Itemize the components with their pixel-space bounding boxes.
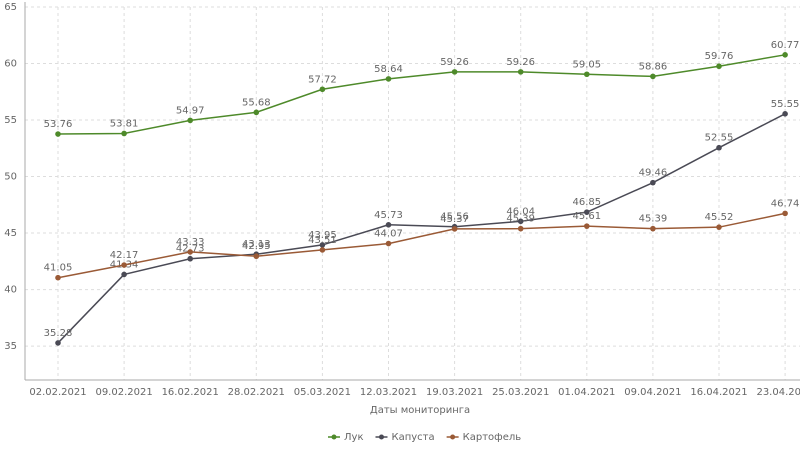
y-tick-label: 50	[4, 172, 17, 183]
data-label: 53.81	[110, 118, 139, 129]
data-label: 46.74	[771, 198, 800, 209]
data-label: 43.13	[242, 239, 271, 250]
x-tick-label: 16.02.2021	[162, 387, 219, 398]
data-point	[187, 255, 193, 262]
data-point	[650, 179, 656, 186]
data-label: 54.97	[176, 105, 205, 116]
series-line	[57, 113, 786, 344]
legend-marker	[331, 434, 337, 440]
data-point	[782, 111, 788, 117]
data-label: 49.46	[639, 168, 668, 179]
data-point	[121, 271, 127, 278]
data-point	[517, 218, 524, 225]
x-tick-label: 23.04.2021	[756, 387, 800, 398]
data-label: 42.17	[110, 250, 139, 261]
y-tick-label: 35	[4, 341, 17, 352]
data-point	[517, 69, 524, 75]
data-point	[650, 225, 656, 232]
data-label: 46.85	[572, 197, 601, 208]
x-tick-label: 28.02.2021	[228, 387, 285, 398]
data-label: 43.33	[176, 237, 205, 248]
data-label: 59.26	[440, 57, 469, 68]
data-point	[319, 242, 326, 248]
data-label: 43.51	[308, 235, 337, 246]
data-point	[650, 73, 656, 80]
y-tick-label: 40	[4, 285, 17, 296]
data-point	[55, 274, 61, 281]
x-tick-label: 16.04.2021	[690, 387, 747, 398]
x-tick-label: 02.02.2021	[29, 387, 86, 398]
legend-marker	[378, 434, 384, 440]
x-axis-label: Даты мониторинга	[370, 405, 470, 416]
data-point	[187, 117, 193, 124]
data-point	[782, 52, 788, 58]
data-point	[385, 76, 392, 82]
data-point	[782, 210, 788, 217]
data-point	[716, 144, 722, 151]
y-tick-label: 45	[4, 228, 17, 239]
data-label: 55.55	[771, 99, 800, 110]
data-label: 45.56	[440, 212, 469, 223]
series-line	[57, 212, 786, 279]
x-tick-label: 05.03.2021	[294, 387, 351, 398]
data-label: 45.39	[639, 214, 668, 225]
data-label: 58.86	[639, 61, 668, 72]
data-label: 35.28	[44, 328, 73, 339]
data-label: 45.73	[374, 210, 403, 221]
series-line	[57, 54, 786, 135]
data-label: 44.07	[374, 229, 403, 240]
legend-label: Лук	[344, 432, 363, 443]
legend-label: Капуста	[391, 432, 434, 443]
data-label: 46.04	[506, 206, 535, 217]
data-point	[716, 63, 722, 70]
x-tick-label: 01.04.2021	[558, 387, 615, 398]
data-label: 41.05	[44, 263, 73, 274]
data-point	[716, 224, 722, 230]
data-label: 53.76	[44, 119, 73, 130]
data-point	[584, 209, 590, 215]
data-point	[121, 130, 127, 137]
data-label: 45.52	[705, 212, 734, 223]
data-point	[584, 71, 590, 78]
data-label: 43.95	[308, 230, 337, 241]
data-label: 59.76	[705, 51, 734, 62]
data-label: 45.37	[440, 214, 469, 225]
data-point	[385, 240, 392, 247]
data-point	[319, 86, 326, 93]
x-tick-label: 25.03.2021	[492, 387, 549, 398]
data-point	[121, 262, 127, 268]
legend-label: Картофель	[463, 432, 522, 443]
x-tick-label: 09.04.2021	[624, 387, 681, 398]
data-label: 58.64	[374, 64, 403, 75]
x-tick-label: 19.03.2021	[426, 387, 483, 398]
data-label: 59.05	[572, 59, 601, 70]
data-point	[517, 225, 524, 232]
x-tick-label: 12.03.2021	[360, 387, 417, 398]
legend-marker	[450, 434, 456, 440]
data-point	[451, 69, 458, 75]
x-tick-label: 09.02.2021	[95, 387, 152, 398]
data-label: 55.68	[242, 97, 271, 108]
data-label: 59.26	[506, 57, 535, 68]
data-point	[319, 247, 326, 253]
data-point	[584, 223, 590, 229]
data-label: 45.61	[572, 211, 601, 222]
data-point	[187, 249, 193, 255]
data-label: 42.95	[242, 241, 271, 252]
data-label: 52.55	[705, 133, 734, 144]
data-point	[451, 226, 458, 232]
data-point	[385, 222, 392, 228]
data-label: 45.39	[506, 214, 535, 225]
y-tick-label: 55	[4, 115, 17, 126]
data-point	[55, 340, 61, 346]
data-label: 57.72	[308, 74, 337, 85]
data-point	[253, 253, 260, 260]
data-point	[55, 131, 61, 137]
y-tick-label: 60	[4, 59, 17, 70]
y-tick-label: 65	[4, 2, 17, 13]
data-label: 60.77	[771, 40, 800, 51]
data-point	[253, 109, 260, 116]
